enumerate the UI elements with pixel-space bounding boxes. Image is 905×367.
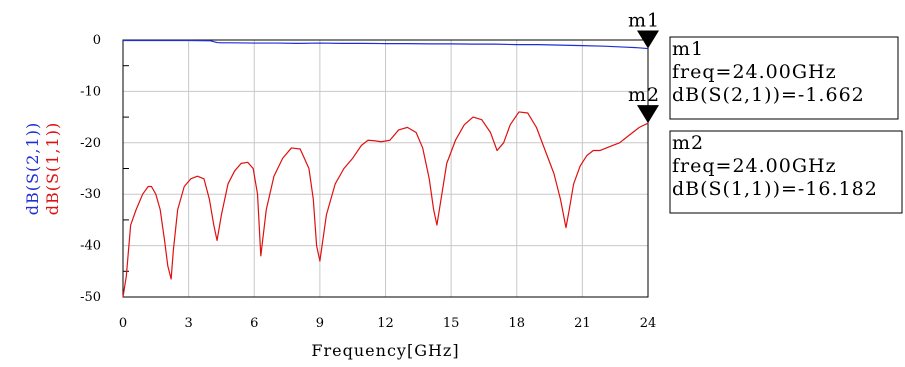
y-tick-label: -40 [80,239,101,254]
x-axis-title: Frequency[GHz] [311,341,459,360]
marker-label: m2 [628,84,660,106]
y-tick-label: -10 [80,84,101,99]
marker-triangle[interactable] [637,105,659,124]
y-axis-title-part: dB(S(1,1)) [43,122,62,215]
marker-readout-line: freq=24.00GHz [672,155,837,177]
marker-readout-box [669,130,903,214]
x-tick-label: 9 [316,316,324,331]
marker-label: m1 [628,10,660,32]
tick-labels: 0 3 6 9 12 15 18 21 24 0 -10 -20 -30 -40 -50 [80,33,656,331]
grid-lines [123,40,648,297]
x-tick-label: 24 [640,316,657,331]
x-tick-label: 21 [574,316,591,331]
x-tick-label: 12 [377,316,394,331]
marker-layer: m1 m2 [628,10,660,124]
marker-readout-line: dB(S(2,1))=-1.662 [672,84,865,106]
marker-readout-boxes: m1freq=24.00GHzdB(S(2,1))=-1.662m2freq=2… [669,36,903,214]
marker-readout-line: dB(S(1,1))=-16.182 [672,178,878,200]
y-tick-label: -20 [80,136,101,151]
plot-area-frame [122,39,649,298]
y-tick-label: -50 [80,290,101,305]
series-line-s11 [122,111,649,298]
marker-readout-line: m1 [672,38,704,60]
y-axis-title-part: dB(S(2,1)) [23,122,42,215]
marker-readout-line: freq=24.00GHz [672,61,837,83]
marker-readout-line: m2 [672,132,704,154]
x-tick-label: 3 [184,316,192,331]
marker-triangle[interactable] [637,30,659,49]
series-line-s21 [123,39,649,50]
x-tick-label: 15 [443,316,460,331]
y-tick-label: -30 [80,187,101,202]
x-tick-label: 6 [250,316,258,331]
marker-readout-box [669,36,899,120]
y-tick-label: 0 [93,33,101,48]
x-tick-label: 0 [119,316,127,331]
series-layer [122,39,649,298]
x-tick-label: 18 [508,316,525,331]
y-axis-title: dB(S(2,1))dB(S(1,1)) [23,122,62,215]
